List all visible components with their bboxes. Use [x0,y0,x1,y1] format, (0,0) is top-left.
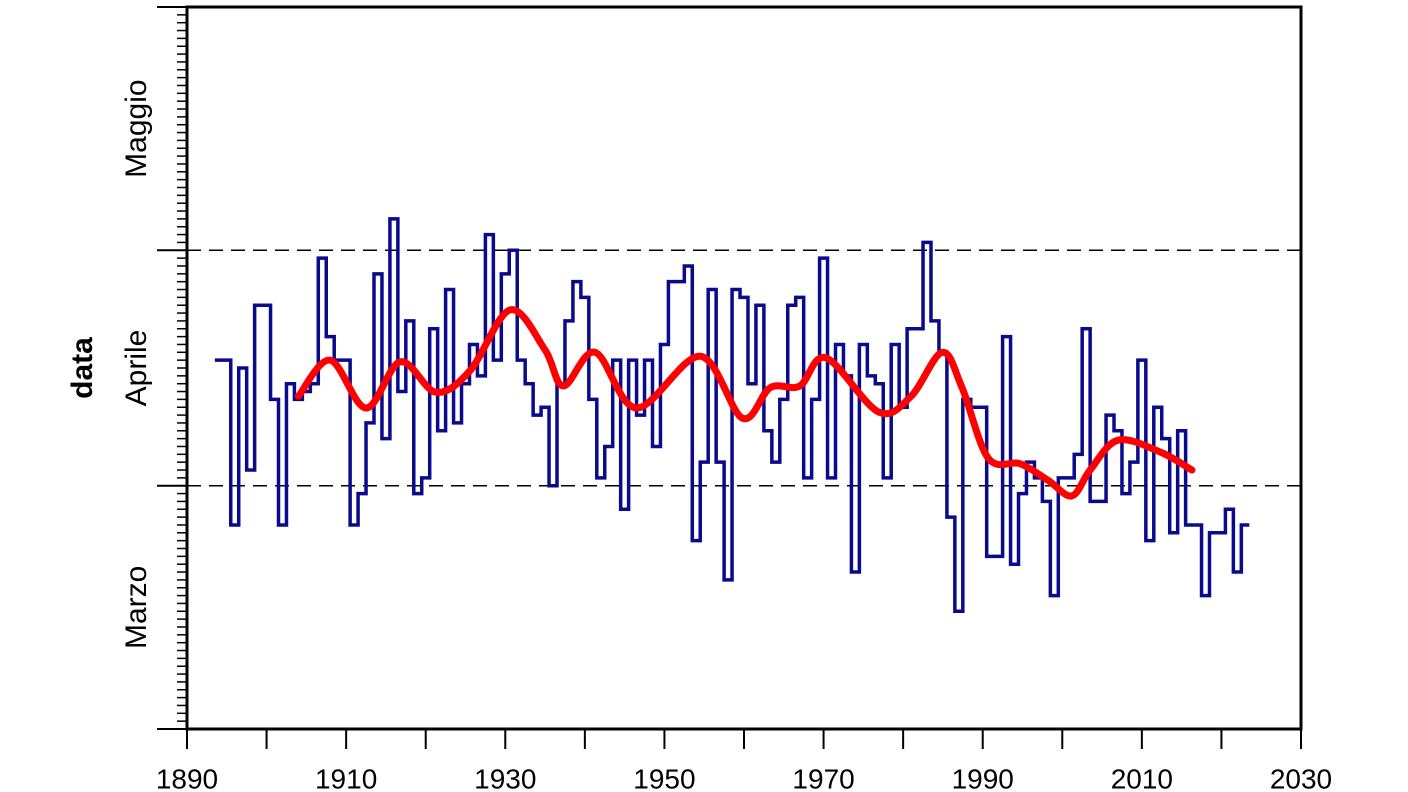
x-tick-label: 1970 [792,763,854,792]
x-tick-label: 2010 [1111,763,1173,792]
step-line [214,217,1250,614]
x-tick-label: 1950 [633,763,695,792]
x-tick-label: 1890 [156,763,218,792]
smooth-line [294,306,1196,500]
x-tick-label: 1930 [474,763,536,792]
y-tick-label: Maggio [120,79,153,177]
plot-frame [185,5,1303,731]
y-tick-label: Marzo [120,566,153,649]
x-tick-label: 1990 [952,763,1014,792]
x-tick-label: 1910 [315,763,377,792]
x-tick-label: 2030 [1270,763,1332,792]
y-tick-label: Aprile [120,330,153,407]
y-axis-label: data [66,337,99,399]
